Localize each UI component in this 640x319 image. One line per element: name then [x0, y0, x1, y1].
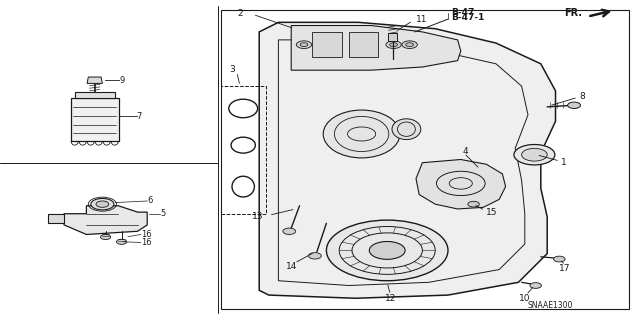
- Text: 17: 17: [559, 264, 570, 273]
- Circle shape: [100, 234, 111, 240]
- Polygon shape: [388, 33, 397, 41]
- Polygon shape: [74, 93, 115, 98]
- Circle shape: [402, 41, 417, 48]
- Circle shape: [308, 253, 321, 259]
- Polygon shape: [87, 77, 102, 84]
- Circle shape: [390, 43, 397, 47]
- Circle shape: [554, 256, 565, 262]
- Text: B-47: B-47: [451, 8, 475, 17]
- Circle shape: [369, 241, 405, 259]
- Ellipse shape: [392, 119, 421, 140]
- Circle shape: [283, 228, 296, 234]
- Circle shape: [468, 201, 479, 207]
- Text: 3: 3: [230, 65, 236, 74]
- Circle shape: [96, 201, 109, 207]
- Text: FR.: FR.: [564, 8, 582, 19]
- Text: 2: 2: [237, 9, 243, 18]
- Text: 9: 9: [119, 76, 124, 85]
- Text: 13: 13: [252, 212, 264, 221]
- Polygon shape: [259, 22, 556, 298]
- Text: 10: 10: [519, 294, 531, 303]
- Text: 11: 11: [416, 15, 428, 24]
- Ellipse shape: [323, 110, 400, 158]
- Polygon shape: [70, 98, 119, 141]
- Circle shape: [530, 283, 541, 288]
- Text: 12: 12: [385, 294, 396, 303]
- Circle shape: [568, 102, 580, 108]
- Polygon shape: [312, 32, 342, 57]
- Circle shape: [300, 43, 308, 47]
- Text: 6: 6: [147, 197, 152, 205]
- Polygon shape: [48, 214, 64, 223]
- Text: SNAAE1300: SNAAE1300: [527, 301, 573, 310]
- Text: 16: 16: [141, 238, 152, 247]
- Polygon shape: [349, 32, 378, 57]
- Text: 7: 7: [137, 112, 142, 121]
- Text: 15: 15: [486, 208, 498, 217]
- Polygon shape: [64, 206, 147, 234]
- Text: 4: 4: [463, 147, 468, 156]
- Circle shape: [386, 41, 401, 48]
- Text: 8: 8: [579, 93, 585, 101]
- Circle shape: [326, 220, 448, 281]
- Circle shape: [514, 145, 555, 165]
- Polygon shape: [291, 26, 461, 70]
- Text: 1: 1: [561, 158, 567, 167]
- Text: 5: 5: [160, 209, 165, 218]
- Circle shape: [522, 148, 547, 161]
- Circle shape: [406, 43, 413, 47]
- Circle shape: [116, 239, 127, 244]
- Text: B-47-1: B-47-1: [451, 13, 484, 22]
- Circle shape: [91, 198, 114, 210]
- Text: 16: 16: [141, 230, 152, 239]
- Polygon shape: [416, 160, 506, 209]
- Text: 14: 14: [285, 262, 297, 271]
- Circle shape: [296, 41, 312, 48]
